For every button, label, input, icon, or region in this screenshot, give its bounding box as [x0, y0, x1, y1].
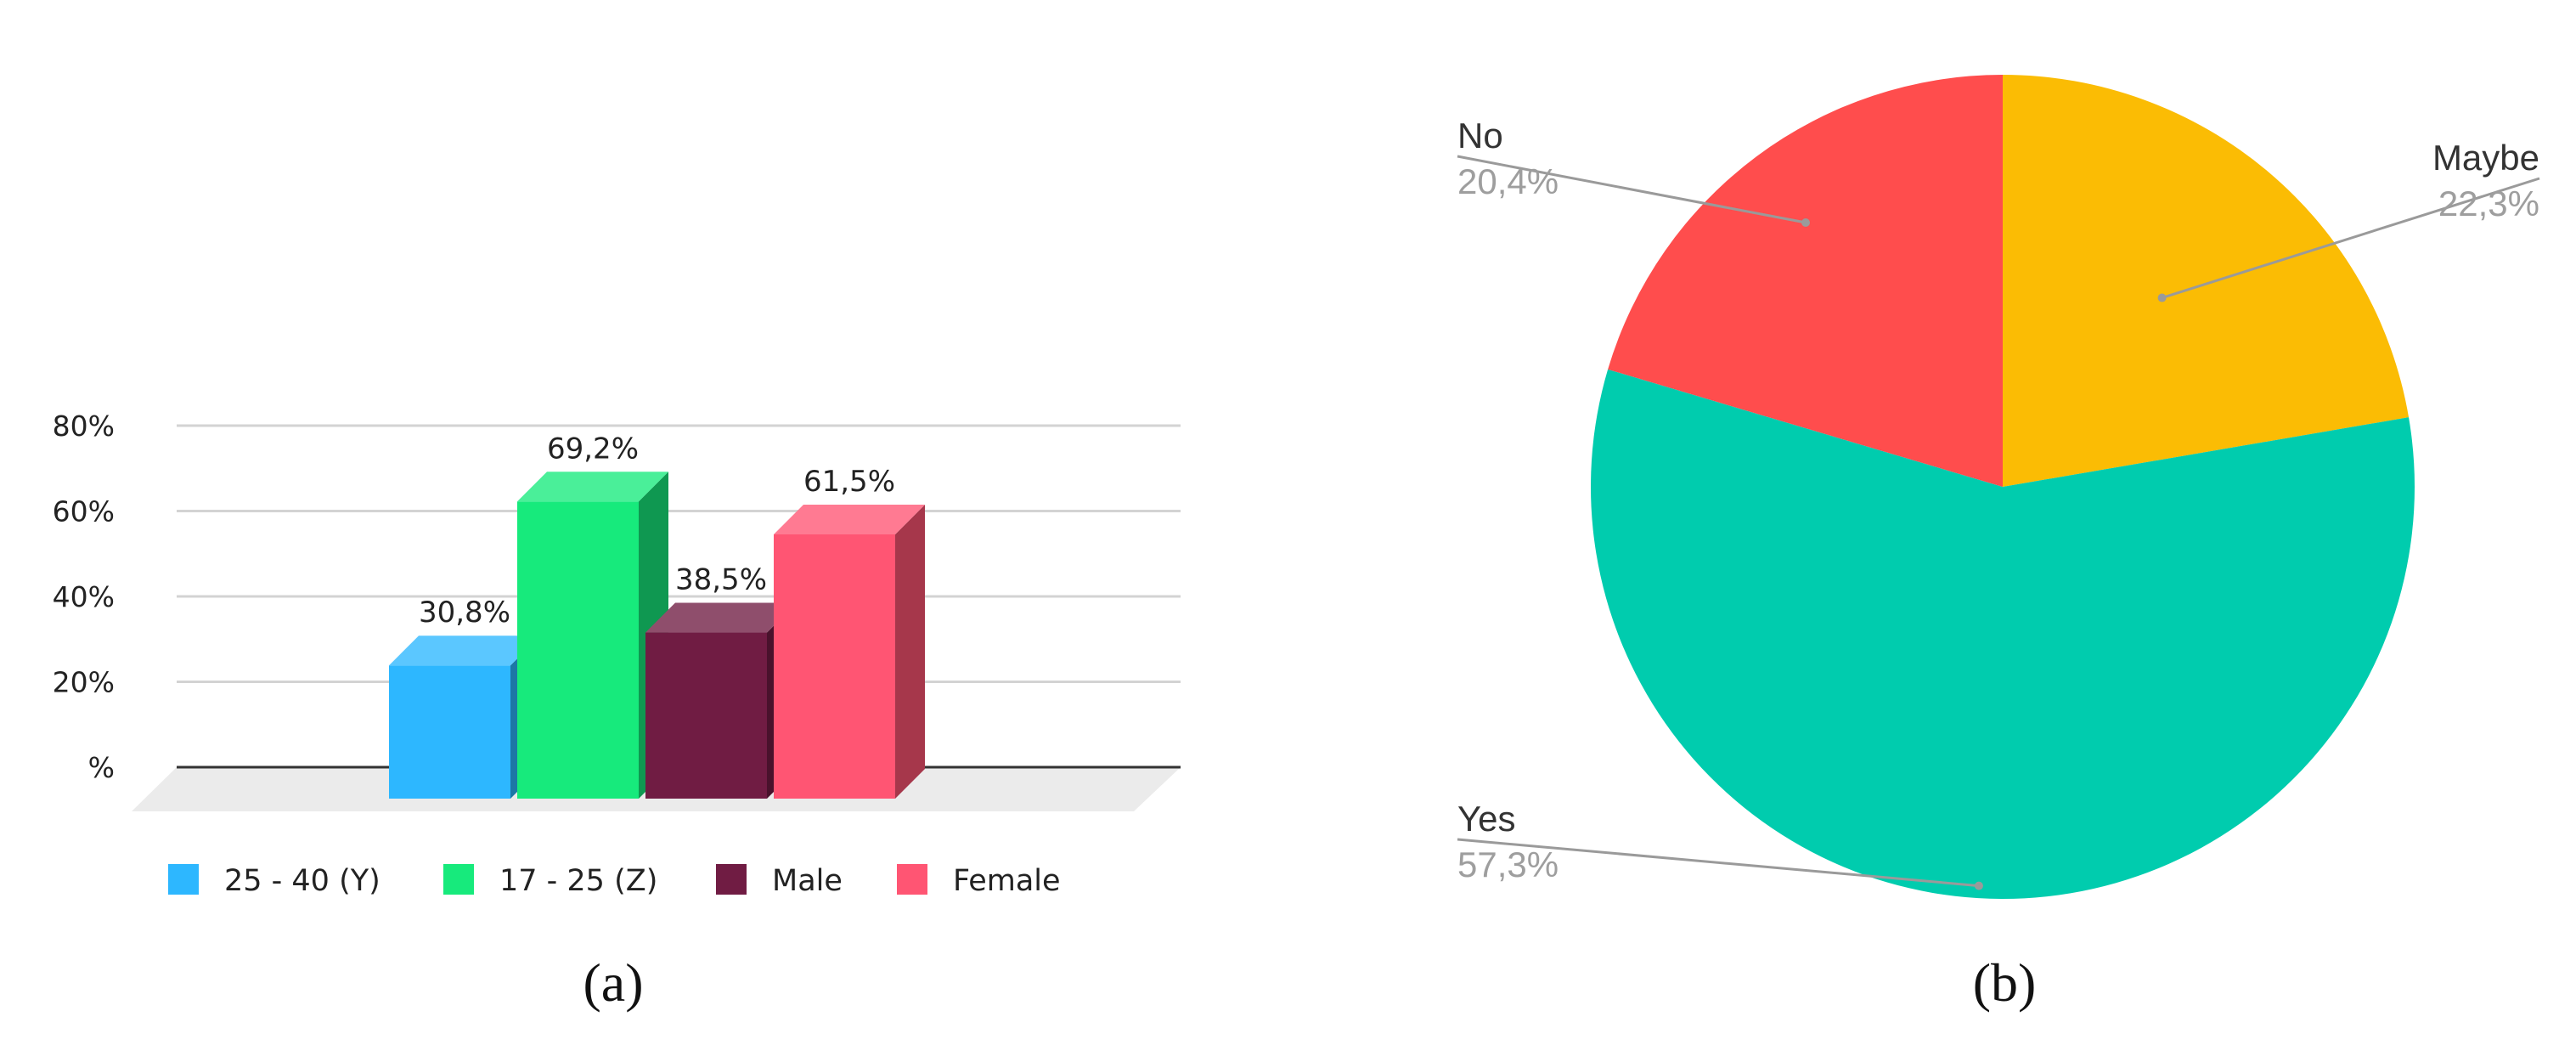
- leader-line: [1457, 838, 1980, 888]
- bar-front: [774, 534, 895, 799]
- bar-front: [517, 501, 639, 799]
- data-label: 69,2%: [547, 432, 639, 466]
- bar-top: [774, 504, 925, 534]
- pie-slices: [1591, 75, 2415, 900]
- leader-dot: [1801, 217, 1811, 227]
- bar-top: [517, 472, 668, 502]
- y-tick-label: 40%: [53, 580, 115, 613]
- y-axis-ticks: % 20% 40% 60% 80%: [53, 410, 115, 784]
- slice-value: 20,4%: [1457, 161, 1559, 201]
- pie-slice-no: [1608, 75, 2003, 487]
- slice-label: Maybe: [2432, 138, 2539, 178]
- caption-a: (a): [583, 952, 643, 1013]
- slice-label: No: [1457, 116, 1503, 155]
- pie-label-maybe: Maybe 22,3%: [2157, 138, 2540, 302]
- caption-b: (b): [1973, 952, 2037, 1013]
- legend-swatch: [443, 864, 474, 895]
- legend-item: 25 - 40 (Y): [168, 864, 380, 898]
- pie-label-yes: Yes 57,3%: [1457, 799, 1983, 890]
- pie-label-no: No 20,4%: [1457, 116, 1811, 227]
- pie-chart: Maybe 22,3% Yes 57,3% No 20,4% (b): [1457, 75, 2540, 1013]
- data-label: 30,8%: [419, 596, 510, 630]
- legend-label: Male: [772, 864, 843, 898]
- pie-slice-maybe: [2003, 75, 2410, 487]
- legend: 25 - 40 (Y) 17 - 25 (Z) Male Female: [168, 864, 1061, 898]
- pie-labels: Maybe 22,3% Yes 57,3% No 20,4%: [1457, 116, 2540, 890]
- bar-top: [645, 602, 797, 633]
- bars: 30,8% 69,2% 38,5% 61,5%: [389, 432, 925, 799]
- leader-dot: [2157, 293, 2167, 302]
- y-tick-label: 20%: [53, 666, 115, 699]
- bar-top: [389, 635, 540, 666]
- bar-side: [895, 504, 925, 799]
- leader-dot: [1974, 881, 1983, 890]
- bar-front: [389, 665, 510, 799]
- data-label: 61,5%: [803, 465, 895, 499]
- y-tick-label: 80%: [53, 410, 115, 443]
- legend-label: Female: [953, 864, 1061, 898]
- legend-swatch: [716, 864, 747, 895]
- bar-front: [645, 632, 767, 799]
- y-tick-label: 60%: [53, 495, 115, 528]
- y-tick-label: %: [88, 751, 115, 784]
- leader-line: [1457, 155, 1807, 224]
- legend-item: Female: [897, 864, 1061, 898]
- legend-label: 25 - 40 (Y): [224, 864, 380, 898]
- slice-label: Yes: [1457, 799, 1516, 839]
- pie-slice-yes: [1591, 369, 2415, 900]
- legend-swatch: [168, 864, 199, 895]
- legend-label: 17 - 25 (Z): [499, 864, 657, 898]
- slice-value: 22,3%: [2438, 184, 2539, 223]
- legend-swatch: [897, 864, 927, 895]
- legend-item: 17 - 25 (Z): [443, 864, 657, 898]
- slice-value: 57,3%: [1457, 844, 1559, 884]
- data-label: 38,5%: [675, 563, 767, 597]
- bar-4: 61,5%: [774, 465, 925, 799]
- leader-line: [2162, 177, 2540, 299]
- bar-chart: % 20% 40% 60% 80% 30,8% 69,2% 38,5% 61,5% 25 - …: [53, 410, 1181, 1013]
- legend-item: Male: [716, 864, 843, 898]
